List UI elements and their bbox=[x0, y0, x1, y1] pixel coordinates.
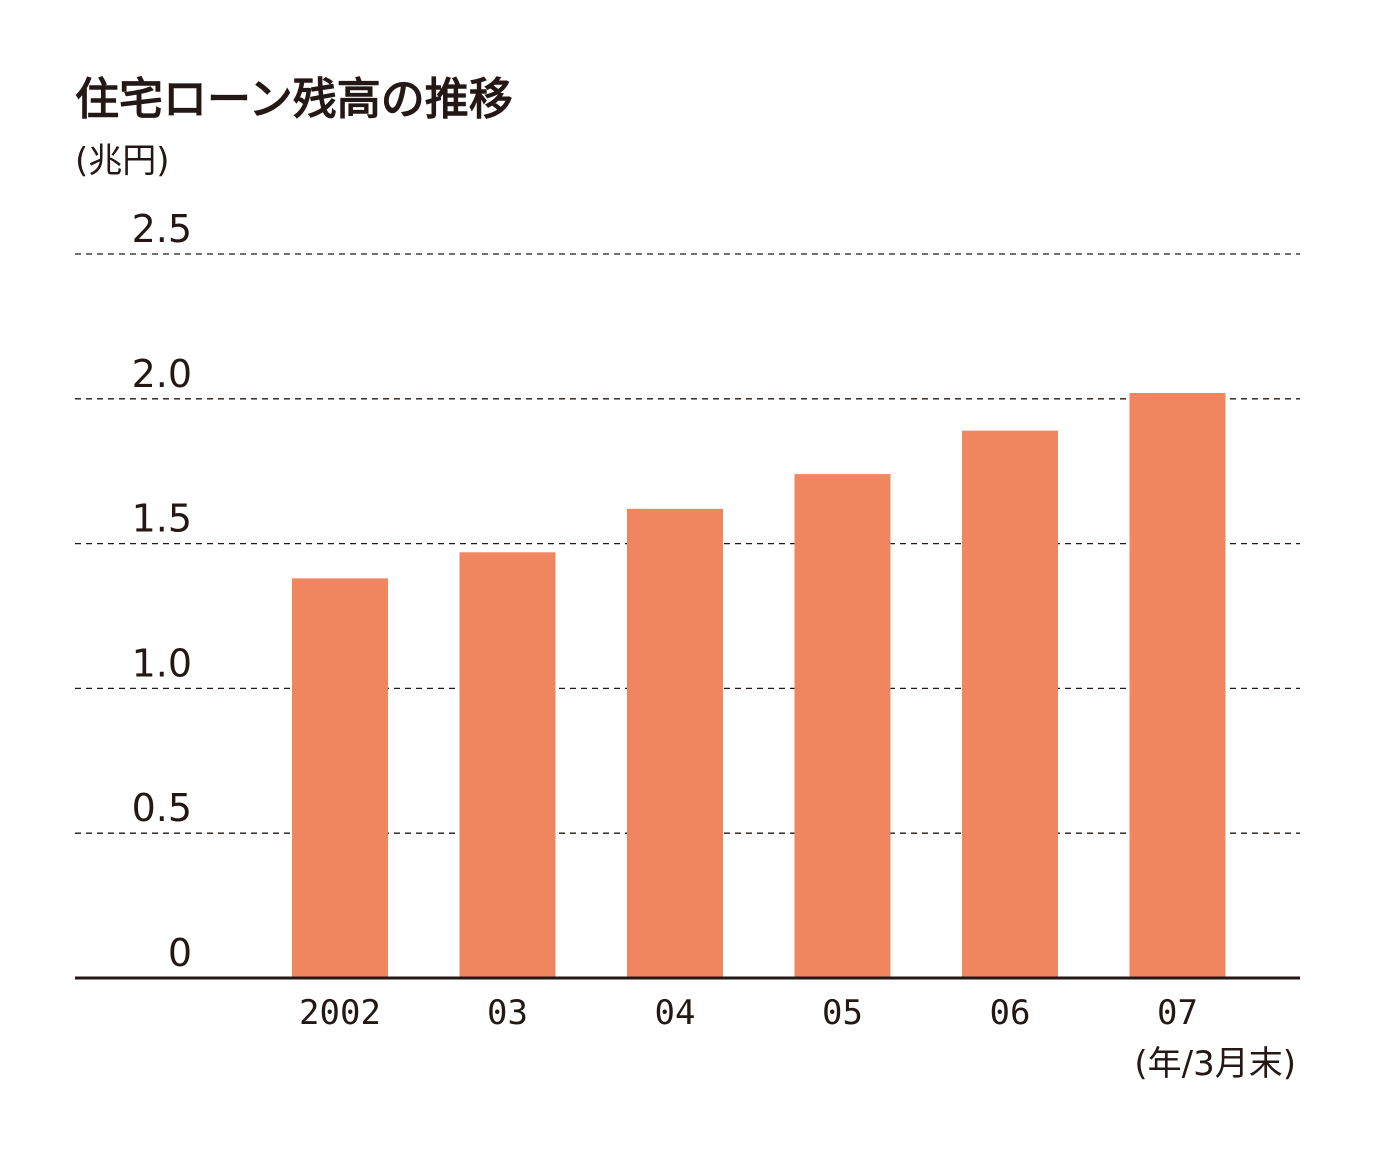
chart-title: 住宅ローン残高の推移 bbox=[75, 74, 513, 125]
y-axis-ticks: 0 0.5 1.0 1.5 2.0 2.5 bbox=[132, 207, 192, 975]
y-tick-label: 2.0 bbox=[132, 352, 192, 396]
bar-2002 bbox=[292, 578, 388, 978]
x-tick-label: 05 bbox=[822, 993, 863, 1033]
x-axis-ticks: 2002 03 04 05 06 07 bbox=[299, 993, 1198, 1033]
bars bbox=[292, 393, 1226, 978]
x-tick-label: 04 bbox=[655, 993, 696, 1033]
y-axis-unit: (兆円) bbox=[75, 141, 170, 181]
x-tick-label: 07 bbox=[1157, 993, 1198, 1033]
y-tick-label: 2.5 bbox=[132, 207, 192, 251]
x-tick-label: 06 bbox=[990, 993, 1031, 1033]
y-tick-label: 1.0 bbox=[132, 641, 192, 685]
bar-07 bbox=[1129, 393, 1226, 978]
y-tick-label: 1.5 bbox=[132, 497, 192, 541]
y-tick-label: 0 bbox=[168, 931, 192, 975]
bar-06 bbox=[962, 430, 1058, 978]
bar-04 bbox=[627, 508, 723, 978]
x-axis-unit: (年/3月末) bbox=[1134, 1044, 1296, 1084]
bar-03 bbox=[459, 552, 556, 978]
bar-05 bbox=[794, 474, 891, 978]
y-tick-label: 0.5 bbox=[132, 786, 192, 830]
x-tick-label: 2002 bbox=[299, 993, 381, 1033]
x-tick-label: 03 bbox=[487, 993, 528, 1033]
